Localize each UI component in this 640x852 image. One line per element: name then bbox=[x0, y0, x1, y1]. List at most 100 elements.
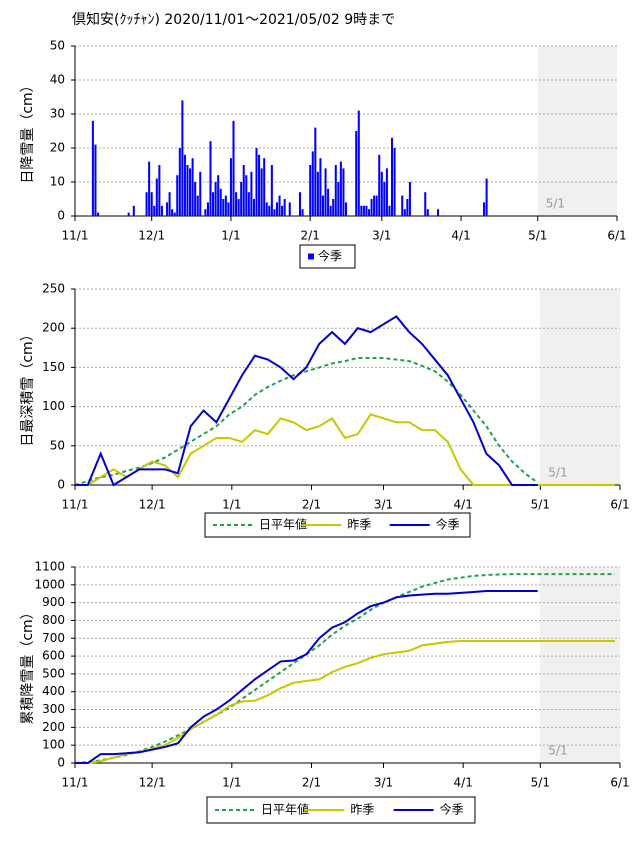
bar bbox=[145, 192, 148, 216]
bar bbox=[403, 209, 406, 216]
bar bbox=[270, 165, 273, 216]
legend bbox=[299, 244, 356, 269]
y-tick-label: 500 bbox=[42, 666, 65, 680]
bar bbox=[385, 168, 388, 216]
bar bbox=[357, 110, 360, 216]
bar bbox=[483, 202, 486, 216]
bar bbox=[219, 188, 222, 216]
y-tick-label: 250 bbox=[42, 282, 65, 296]
y-tick-label: 700 bbox=[42, 631, 65, 645]
y-axis-label: 日降雪量（cm） bbox=[20, 78, 36, 183]
bar bbox=[360, 205, 363, 216]
bar bbox=[191, 158, 194, 216]
y-tick-label: 1100 bbox=[34, 560, 65, 574]
bar bbox=[132, 205, 135, 216]
bar bbox=[94, 144, 97, 216]
x-tick-label: 11/1 bbox=[62, 229, 89, 243]
bar bbox=[370, 199, 373, 216]
x-tick-label: 4/1 bbox=[454, 776, 473, 790]
bar bbox=[355, 131, 358, 216]
bar bbox=[173, 212, 176, 216]
line bbox=[75, 590, 538, 764]
x-tick-label: 2/1 bbox=[302, 498, 321, 512]
bar bbox=[298, 192, 302, 216]
y-tick-label: 200 bbox=[42, 321, 65, 335]
bar bbox=[252, 199, 255, 216]
bar bbox=[390, 137, 394, 216]
bar bbox=[224, 195, 227, 216]
bar bbox=[189, 168, 192, 216]
y-tick-label: 150 bbox=[42, 360, 65, 374]
bar bbox=[342, 168, 345, 216]
legend-label: 今季 bbox=[436, 517, 460, 532]
bar bbox=[212, 192, 215, 216]
bar bbox=[324, 168, 327, 216]
y-tick-label: 400 bbox=[42, 684, 65, 698]
y-tick-label: 50 bbox=[50, 39, 65, 53]
y-tick-label: 0 bbox=[57, 478, 65, 492]
y-tick-label: 40 bbox=[50, 73, 65, 87]
bar bbox=[194, 182, 197, 216]
bar bbox=[206, 202, 209, 216]
bar bbox=[327, 188, 330, 216]
x-tick-label: 4/1 bbox=[454, 498, 473, 512]
bar bbox=[373, 195, 376, 216]
page-title: 倶知安(ｸｯﾁｬﾝ) 2020/11/01～2021/05/02 9時まで bbox=[72, 11, 395, 28]
x-tick-label: 11/1 bbox=[62, 498, 89, 512]
bar bbox=[406, 199, 409, 216]
x-tick-label: 6/1 bbox=[610, 776, 629, 790]
legend-label: 昨季 bbox=[350, 803, 374, 817]
bar bbox=[393, 148, 396, 216]
bar bbox=[260, 168, 263, 216]
bar bbox=[166, 202, 169, 216]
bar bbox=[160, 205, 163, 216]
x-tick-label: 5/1 bbox=[531, 498, 550, 512]
bar bbox=[375, 195, 378, 216]
legend-label: 今季 bbox=[318, 248, 342, 263]
y-tick-label: 200 bbox=[42, 720, 65, 734]
y-tick-label: 900 bbox=[42, 595, 65, 609]
bar bbox=[237, 199, 240, 216]
bar bbox=[378, 154, 381, 216]
y-tick-label: 100 bbox=[42, 399, 65, 413]
annotation: 5/1 bbox=[546, 197, 565, 211]
x-tick-label: 1/1 bbox=[222, 498, 241, 512]
y-tick-label: 1000 bbox=[34, 577, 65, 591]
y-tick-label: 600 bbox=[42, 649, 65, 663]
y-tick-label: 50 bbox=[50, 438, 65, 452]
x-tick-label: 6/1 bbox=[607, 229, 626, 243]
x-tick-label: 2/1 bbox=[302, 776, 321, 790]
bar bbox=[401, 195, 404, 216]
x-tick-label: 12/1 bbox=[138, 229, 165, 243]
bar bbox=[247, 192, 250, 216]
line bbox=[74, 573, 615, 764]
bar bbox=[316, 171, 319, 216]
bar bbox=[196, 195, 199, 216]
bar bbox=[176, 175, 179, 216]
legend-swatch bbox=[308, 253, 314, 260]
bar bbox=[250, 171, 253, 216]
y-axis-label: 日最深積雪（cm） bbox=[20, 327, 36, 446]
bar bbox=[148, 161, 151, 216]
bar bbox=[155, 178, 158, 216]
bar bbox=[168, 192, 171, 216]
bar bbox=[183, 154, 186, 216]
y-tick-label: 20 bbox=[50, 141, 65, 155]
bar bbox=[265, 202, 268, 216]
bar bbox=[186, 165, 189, 216]
bar bbox=[153, 205, 156, 216]
y-tick-label: 30 bbox=[50, 107, 65, 121]
bar bbox=[263, 158, 266, 216]
x-tick-label: 6/1 bbox=[610, 498, 629, 512]
bar bbox=[245, 175, 248, 216]
line bbox=[75, 639, 615, 764]
bar bbox=[314, 127, 317, 216]
line bbox=[74, 356, 539, 486]
line bbox=[75, 315, 538, 487]
bar bbox=[319, 158, 322, 216]
bar bbox=[91, 120, 94, 216]
y-tick-label: 800 bbox=[42, 613, 65, 627]
bar bbox=[383, 182, 386, 216]
bar bbox=[204, 209, 207, 216]
